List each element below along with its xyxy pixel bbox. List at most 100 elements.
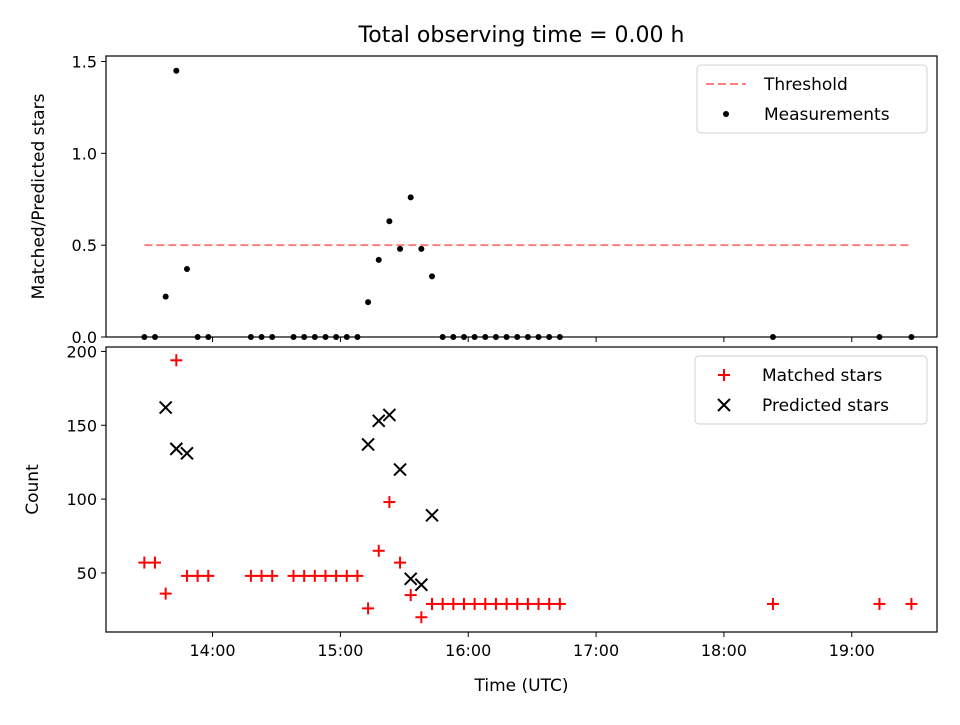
x-marker-b (717, 398, 731, 412)
bottom-point (873, 597, 886, 610)
bottom-point (500, 597, 513, 610)
bottom-point (532, 597, 545, 610)
x-marker-b (414, 578, 429, 592)
top-y-tick-label: 1.0 (72, 144, 97, 163)
top-point (365, 299, 372, 306)
x-marker-b (180, 446, 194, 461)
x-marker-b (361, 437, 375, 452)
bottom-point (394, 556, 407, 569)
bottom-point (766, 597, 779, 610)
bottom-legend-label: Matched stars (762, 366, 882, 386)
bottom-point (479, 597, 492, 610)
top-point (429, 273, 436, 280)
bottom-x-tick-label: 18:00 (701, 641, 747, 660)
bottom-point (362, 602, 375, 615)
bottom-point (521, 597, 534, 610)
bottom-point (468, 597, 481, 610)
top-y-tick-label: 1.5 (72, 53, 97, 72)
bottom-x-tick-label: 19:00 (829, 641, 875, 660)
top-point (183, 266, 190, 273)
bottom-point (457, 597, 470, 610)
x-marker-b (382, 408, 397, 422)
top-frame (105, 55, 938, 338)
top-y-axis-label: Matched/Predicted stars (29, 93, 49, 299)
bottom-point (319, 569, 332, 582)
bottom-x-axis-label: Time (UTC) (474, 676, 569, 696)
x-marker-b (425, 508, 439, 523)
bottom-point (255, 569, 268, 582)
x-marker-b (403, 572, 418, 586)
bottom-point (393, 462, 407, 477)
bottom-point (404, 589, 417, 602)
bottom-y-tick-label: 100 (66, 490, 97, 509)
bottom-point (372, 414, 386, 428)
bottom-point (511, 597, 524, 610)
bottom-point (372, 544, 385, 557)
bottom-point (340, 569, 353, 582)
bottom-point (382, 408, 397, 422)
bottom-point (266, 569, 279, 582)
bottom-y-tick-label: 150 (66, 416, 97, 435)
bottom-point (169, 442, 184, 456)
top-legend-label: Threshold (763, 75, 848, 95)
bottom-legend-swatch (717, 398, 731, 412)
bottom-legend (694, 355, 928, 425)
bottom-x-tick-label: 15:00 (317, 641, 363, 660)
bottom-point (244, 569, 257, 582)
top-point (173, 67, 180, 74)
bottom-point (361, 437, 375, 452)
bottom-point (308, 569, 321, 582)
bottom-point (415, 611, 428, 624)
bottom-y-tick-label: 200 (66, 342, 97, 361)
bottom-point (414, 578, 429, 592)
bottom-point (180, 446, 194, 461)
top-legend-label: Measurements (764, 105, 890, 125)
top-point (407, 194, 414, 201)
bottom-point (425, 508, 439, 523)
bottom-x-tick-label: 14:00 (189, 641, 235, 660)
bottom-point (202, 569, 215, 582)
x-marker-b (169, 442, 184, 456)
bottom-point (447, 597, 460, 610)
bottom-point (543, 597, 556, 610)
bottom-point (158, 400, 173, 415)
bottom-legend-swatch (718, 369, 730, 381)
bottom-point (489, 597, 502, 610)
top-chart-title: Total observing time = 0.00 h (358, 23, 685, 48)
x-marker-b (372, 414, 386, 428)
top-legend-swatch (723, 111, 729, 117)
bottom-point (383, 496, 396, 509)
bottom-legend-label: Predicted stars (762, 396, 889, 416)
bottom-frame (105, 346, 938, 633)
bottom-point (426, 597, 439, 610)
top-point (162, 293, 169, 300)
top-legend (696, 64, 928, 134)
top-y-tick-label: 0.5 (72, 236, 97, 255)
top-point (418, 245, 425, 252)
bottom-y-tick-label: 50 (77, 564, 97, 583)
bottom-point (287, 569, 300, 582)
bottom-x-tick-label: 17:00 (573, 641, 619, 660)
top-y-tick-label: 0.0 (72, 328, 97, 347)
bottom-point (180, 569, 193, 582)
bottom-point (330, 569, 343, 582)
bottom-point (905, 597, 918, 610)
bottom-point (436, 597, 449, 610)
bottom-point (351, 569, 364, 582)
bottom-point (170, 354, 183, 367)
bottom-point (159, 587, 172, 600)
bottom-point (298, 569, 311, 582)
top-point (375, 256, 382, 263)
top-point (397, 245, 404, 252)
top-point (386, 218, 393, 225)
bottom-point (403, 572, 418, 586)
bottom-point (138, 556, 151, 569)
bottom-point (191, 569, 204, 582)
x-marker-b (393, 462, 407, 477)
x-marker-b (158, 400, 173, 415)
bottom-x-tick-label: 16:00 (445, 641, 491, 660)
bottom-point (149, 556, 162, 569)
bottom-point (553, 597, 566, 610)
